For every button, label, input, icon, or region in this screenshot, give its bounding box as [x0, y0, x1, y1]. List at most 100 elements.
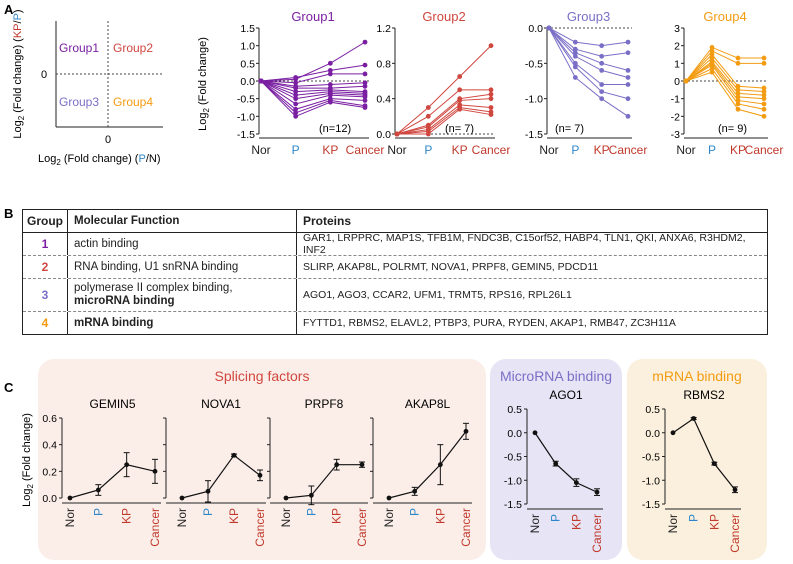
quadrant-diagram: Group1 Group2 Group3 Group4 0 0 Log2 (Fo…: [12, 9, 163, 167]
series-line: [260, 80, 366, 110]
data-point: [362, 105, 368, 110]
data-point: [257, 472, 263, 478]
y-tick-label: -3: [671, 129, 680, 141]
data-point: [362, 39, 368, 45]
y-tick-label: -1.0: [504, 475, 522, 487]
series-line: [685, 64, 765, 105]
x-tick-label: KP: [452, 143, 468, 157]
data-point: [425, 105, 431, 110]
series-line: [69, 464, 156, 499]
data-point: [625, 96, 631, 102]
x-tick-label: KP: [569, 514, 583, 530]
series-line: [548, 27, 629, 117]
header-function: Molecular Function: [68, 210, 297, 232]
data-point: [457, 98, 463, 103]
group-chart-title: Group3: [567, 9, 610, 24]
data-point: [308, 492, 314, 498]
y-tick-label: -1.5: [504, 499, 522, 511]
data-point: [572, 64, 578, 70]
y-tick-label: 0.0: [42, 493, 57, 505]
data-point: [488, 87, 494, 93]
data-point: [599, 60, 605, 66]
x-tick-label: Cancer: [472, 143, 511, 157]
series-line: [396, 98, 492, 135]
group-plots-y-label: Log2 (Fold change): [197, 37, 211, 131]
y-tick-label: 0.5: [645, 404, 660, 416]
data-point: [553, 461, 559, 467]
y-tick-label: 0: [674, 76, 680, 88]
y-tick-label: 2: [674, 41, 680, 53]
microrna-background: [490, 359, 622, 560]
data-point: [709, 55, 715, 61]
series-line: [548, 27, 628, 86]
y-tick-label: -1.5: [525, 129, 543, 141]
x-tick-label: KP: [707, 514, 721, 530]
protein-chart-title: AKAP8L: [405, 397, 451, 411]
series-line: [260, 64, 366, 82]
series-line: [397, 108, 492, 135]
data-point: [572, 53, 578, 59]
series-line: [260, 80, 366, 89]
quadrant-x-label: Log2 (Fold change) (P/N): [38, 153, 160, 167]
data-point: [457, 106, 463, 112]
data-point: [258, 78, 264, 84]
data-point: [293, 106, 299, 112]
data-point: [761, 60, 767, 66]
quadrant-x-zero: 0: [105, 134, 111, 146]
row-proteins: AGO1, AGO3, CCAR2, UFM1, TRMT5, RPS16, R…: [303, 289, 572, 301]
data-point: [572, 50, 578, 56]
data-point: [735, 60, 741, 66]
series-line: [260, 80, 366, 93]
row-group: 3: [23, 279, 68, 311]
x-tick-label: KP: [330, 508, 344, 524]
data-point: [124, 462, 130, 468]
series-line: [285, 464, 362, 499]
x-tick-label: Nor: [279, 508, 293, 527]
data-point: [437, 462, 443, 468]
data-point: [362, 83, 368, 89]
data-point: [670, 430, 676, 436]
data-point: [532, 430, 538, 436]
protein-chart-title: PRPF8: [305, 397, 344, 411]
data-point: [293, 110, 299, 116]
x-tick-label: P: [91, 508, 105, 516]
panel-label-b: B: [4, 206, 13, 221]
series-line: [672, 417, 736, 491]
data-point: [293, 113, 299, 119]
series-line: [260, 80, 366, 105]
x-tick-label: KP: [322, 143, 338, 157]
y-tick-label: 0.0: [645, 428, 660, 440]
protein-chart-title: AGO1: [549, 388, 583, 402]
data-point: [386, 495, 392, 501]
y-tick-label: 3: [674, 23, 680, 35]
series-line: [548, 27, 629, 100]
data-point: [488, 43, 494, 49]
table-row: 3 polymerase II complex binding, microRNA…: [23, 278, 767, 311]
data-point: [709, 62, 715, 68]
row-function: RNA binding, U1 snRNA binding: [68, 256, 297, 278]
series-line: [685, 62, 765, 100]
y-tick-label: -0.5: [504, 452, 522, 464]
data-point: [457, 87, 463, 93]
data-point: [599, 68, 605, 73]
data-point: [293, 80, 299, 86]
x-tick-label: Nor: [382, 508, 396, 527]
data-point: [546, 25, 552, 31]
data-point: [293, 85, 299, 91]
protein-chart-title: NOVA1: [201, 397, 241, 411]
series-line: [388, 430, 467, 499]
data-point: [683, 78, 689, 84]
group-chart-title: Group1: [291, 9, 334, 24]
y-tick-label: -1.0: [642, 475, 660, 487]
y-tick-label: 0.8: [376, 58, 391, 70]
series-line: [685, 60, 765, 96]
data-point: [425, 131, 431, 137]
data-point: [293, 92, 299, 98]
x-tick-label: Cancer: [590, 514, 604, 553]
x-tick-label: P: [549, 514, 563, 522]
data-point: [152, 468, 158, 474]
data-point: [362, 98, 368, 103]
